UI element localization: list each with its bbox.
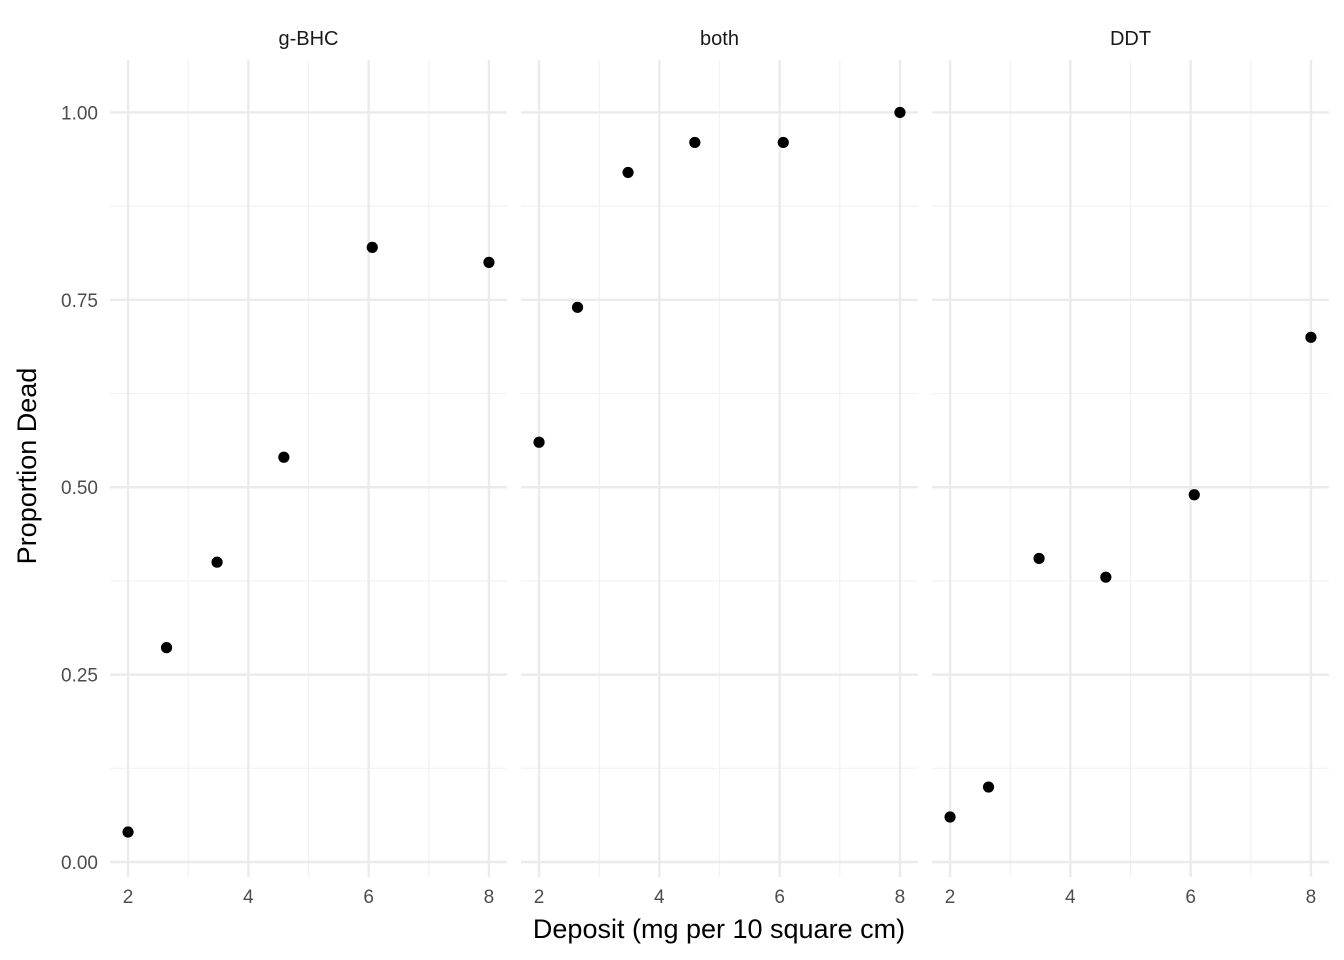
x-tick-label: 6 (774, 887, 785, 908)
data-point (122, 826, 134, 838)
data-point (982, 781, 995, 793)
facet-strip-label: g-BHC (278, 28, 338, 50)
y-tick-label: 0.25 (61, 666, 98, 687)
data-point (689, 136, 701, 149)
data-point (533, 436, 545, 448)
y-axis-title: Proportion Dead (12, 368, 42, 565)
x-tick-label: 6 (1185, 887, 1196, 908)
data-point (211, 556, 223, 568)
data-point (777, 136, 789, 149)
y-axis: 0.00 0.25 0.50 0.75 1.00 (61, 103, 98, 874)
facet-panel-g-BHC: g-BHC 2 4 6 8 (110, 28, 507, 908)
x-tick-label: 4 (1065, 887, 1076, 908)
data-point (366, 241, 378, 253)
facet-panel-DDT: DDT 2 4 6 8 (932, 28, 1329, 908)
data-point (278, 451, 290, 463)
x-tick-label: 4 (243, 887, 254, 908)
y-tick-label: 1.00 (61, 103, 98, 124)
data-point (1188, 489, 1200, 501)
data-point (160, 642, 173, 654)
x-tick-label: 2 (123, 887, 134, 908)
y-tick-label: 0.00 (61, 853, 98, 874)
facet-strip-label: both (700, 28, 739, 50)
facet-panel-both: both 2 4 6 8 (521, 28, 918, 908)
data-point (944, 811, 956, 823)
y-tick-label: 0.75 (61, 291, 98, 312)
data-point (894, 106, 906, 119)
x-tick-label: 2 (534, 887, 545, 908)
x-tick-label: 2 (945, 887, 956, 908)
x-tick-label: 8 (895, 887, 906, 908)
x-tick-label: 8 (1306, 887, 1317, 908)
data-point (483, 256, 495, 268)
x-tick-label: 6 (363, 887, 374, 908)
data-point (1305, 331, 1317, 343)
facet-strip-label: DDT (1110, 28, 1151, 50)
x-tick-label: 4 (654, 887, 665, 908)
data-point (1100, 571, 1112, 583)
data-point (622, 166, 634, 179)
y-tick-label: 0.50 (61, 478, 98, 499)
data-point (571, 301, 584, 313)
data-point (1033, 552, 1045, 565)
x-axis-title: Deposit (mg per 10 square cm) (533, 914, 905, 944)
facet-panels: g-BHC 2 4 6 8 both 2 4 6 8 DDT 2 4 6 8 (110, 28, 1329, 908)
x-tick-label: 8 (484, 887, 495, 908)
